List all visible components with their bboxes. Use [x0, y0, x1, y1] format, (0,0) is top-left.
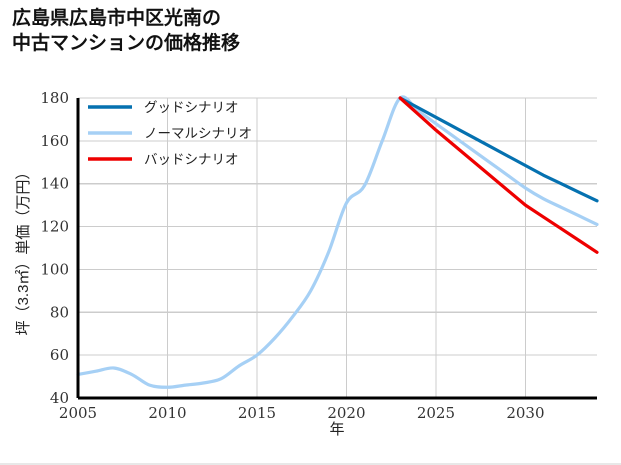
x-axis-tick-labels: 2005 2010 2015 2020 2025 2030 — [59, 404, 545, 422]
y-tick-label-60: 60 — [50, 346, 69, 364]
x-tick-label-2005: 2005 — [59, 404, 97, 422]
y-tick-label-160: 160 — [40, 132, 69, 150]
x-tick-label-2010: 2010 — [148, 404, 186, 422]
x-tick-label-2015: 2015 — [238, 404, 276, 422]
series-line-bad — [398, 96, 599, 254]
legend-label-0: グッドシナリオ — [144, 100, 239, 115]
x-tick-label-2020: 2020 — [327, 404, 365, 422]
y-tick-label-120: 120 — [40, 218, 69, 236]
x-tick-label-2025: 2025 — [417, 404, 455, 422]
y-axis-tick-labels: 40 60 80 100 120 140 160 180 — [40, 89, 69, 407]
page-title: 広島県広島市中区光南の 中古マンションの価格推移 — [12, 6, 240, 56]
y-tick-label-80: 80 — [50, 303, 69, 321]
page-title-line-1: 広島県広島市中区光南の — [12, 8, 222, 29]
x-axis-title: 年 — [329, 421, 344, 438]
series-line-good — [398, 96, 599, 203]
y-axis-title: 坪（3.3㎡）単価（万円） — [15, 165, 32, 336]
series-group — [76, 95, 599, 389]
y-tick-label-140: 140 — [40, 175, 69, 193]
x-tick-label-2030: 2030 — [506, 404, 544, 422]
gridlines-group — [77, 97, 597, 399]
axis-spines — [76, 98, 597, 400]
y-tick-label-40: 40 — [50, 389, 69, 407]
y-tick-label-180: 180 — [40, 89, 69, 107]
legend-label-1: ノーマルシナリオ — [144, 126, 252, 141]
series-line-normal — [76, 95, 599, 389]
legend-label-2: バッドシナリオ — [144, 152, 239, 167]
y-tick-label-100: 100 — [40, 260, 69, 278]
page-title-line-2: 中古マンションの価格推移 — [12, 33, 241, 55]
